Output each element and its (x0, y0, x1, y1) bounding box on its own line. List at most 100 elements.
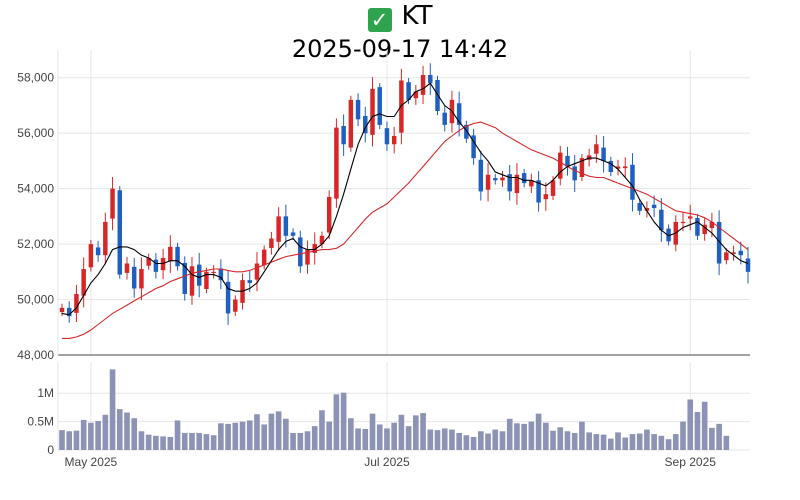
volume-bar (232, 422, 239, 450)
candle-body (572, 166, 577, 181)
volume-bar (80, 419, 87, 450)
candle-body (81, 269, 86, 296)
candle-body (59, 307, 65, 313)
candle-body (558, 152, 563, 179)
volume-bar (687, 399, 694, 450)
volume-bar (550, 430, 556, 450)
volume-bars (59, 369, 730, 450)
volume-bar (268, 413, 275, 450)
candle-body (66, 307, 72, 317)
volume-bar (607, 438, 614, 450)
candle-body (608, 160, 614, 172)
candle-body (666, 228, 671, 242)
candle-body (247, 280, 252, 283)
volume-bar (658, 435, 665, 450)
volume-bar (391, 422, 397, 450)
candle-body (146, 257, 151, 266)
volume-bar (275, 411, 282, 450)
volume-bar (542, 422, 549, 450)
candle-body (464, 124, 469, 139)
candle-body (261, 249, 267, 266)
volume-bar (672, 434, 679, 450)
volume-bar (145, 434, 152, 450)
volume-bar (73, 430, 80, 450)
volume-bar (239, 421, 246, 450)
volume-bar (615, 432, 621, 450)
volume-bar (535, 413, 542, 450)
volume-bar (651, 434, 657, 450)
price-gridlines (58, 50, 750, 356)
candle-body (160, 257, 166, 271)
candle-body (218, 268, 224, 281)
volume-bar (210, 435, 217, 450)
candle-body (601, 147, 606, 161)
candle-body (406, 82, 411, 100)
candle-body (659, 209, 664, 231)
volume-bar (319, 410, 325, 450)
volume-tick-label: 0.5M (27, 415, 54, 429)
volume-bar (138, 431, 145, 450)
volume-tick-label: 1M (37, 386, 54, 400)
volume-bar (174, 420, 181, 450)
candle-body (507, 174, 512, 192)
volume-bar (680, 421, 686, 450)
candle-body (731, 252, 736, 255)
volume-bar (362, 428, 369, 450)
volume-bar (398, 414, 405, 450)
candle-body (493, 178, 498, 181)
candle-body (615, 166, 621, 169)
candle-body (341, 125, 346, 145)
volume-bar (116, 409, 123, 450)
y-tick-label: 50,000 (17, 293, 54, 307)
candle-body (687, 216, 693, 219)
candle-body (485, 174, 491, 190)
volume-bar (246, 420, 253, 450)
x-tick-label: Sep 2025 (665, 455, 717, 469)
volume-bar (196, 432, 203, 450)
y-tick-label: 48,000 (17, 348, 54, 362)
candle-body (326, 196, 332, 233)
volume-bar (109, 369, 116, 450)
candle-body (225, 281, 231, 314)
volume-bar (283, 418, 289, 450)
candle-body (420, 74, 426, 95)
volume-bar (167, 436, 174, 450)
candle-body (651, 204, 657, 209)
candle-body (305, 249, 310, 265)
volume-bar (434, 430, 441, 450)
chart-timestamp: 2025-09-17 14:42 (291, 35, 509, 63)
candle-body (565, 155, 570, 167)
candle-body (290, 232, 296, 236)
volume-bar (644, 429, 650, 450)
candle-body (478, 159, 484, 192)
y-tick-label: 58,000 (17, 71, 54, 85)
volume-bar (261, 424, 268, 450)
volume-bar (593, 434, 600, 450)
candle-body (529, 180, 534, 187)
candle-body (283, 216, 289, 236)
candle-body (377, 87, 382, 125)
volume-bar (701, 401, 708, 450)
candle-body (276, 216, 281, 242)
volume-bar (557, 427, 564, 450)
volume-bar (189, 432, 195, 450)
candle-body (117, 190, 123, 275)
volume-bar (225, 423, 231, 450)
candle-body (370, 88, 375, 135)
volume-bar (160, 436, 166, 450)
candle-body (175, 246, 180, 267)
volume-bar (586, 432, 592, 450)
volume-bar (492, 429, 499, 450)
y-tick-label: 52,000 (17, 237, 54, 251)
candle-body (139, 269, 144, 289)
volume-bar (723, 435, 730, 450)
volume-bar (420, 413, 426, 450)
volume-bar (528, 421, 535, 450)
y-tick-label: 56,000 (17, 126, 54, 140)
candle-body (298, 237, 303, 267)
x-tick-label: Jul 2025 (364, 455, 410, 469)
volume-bar (564, 431, 571, 450)
candle-body (131, 266, 137, 289)
candle-body (702, 224, 707, 235)
volume-bar (376, 424, 383, 450)
